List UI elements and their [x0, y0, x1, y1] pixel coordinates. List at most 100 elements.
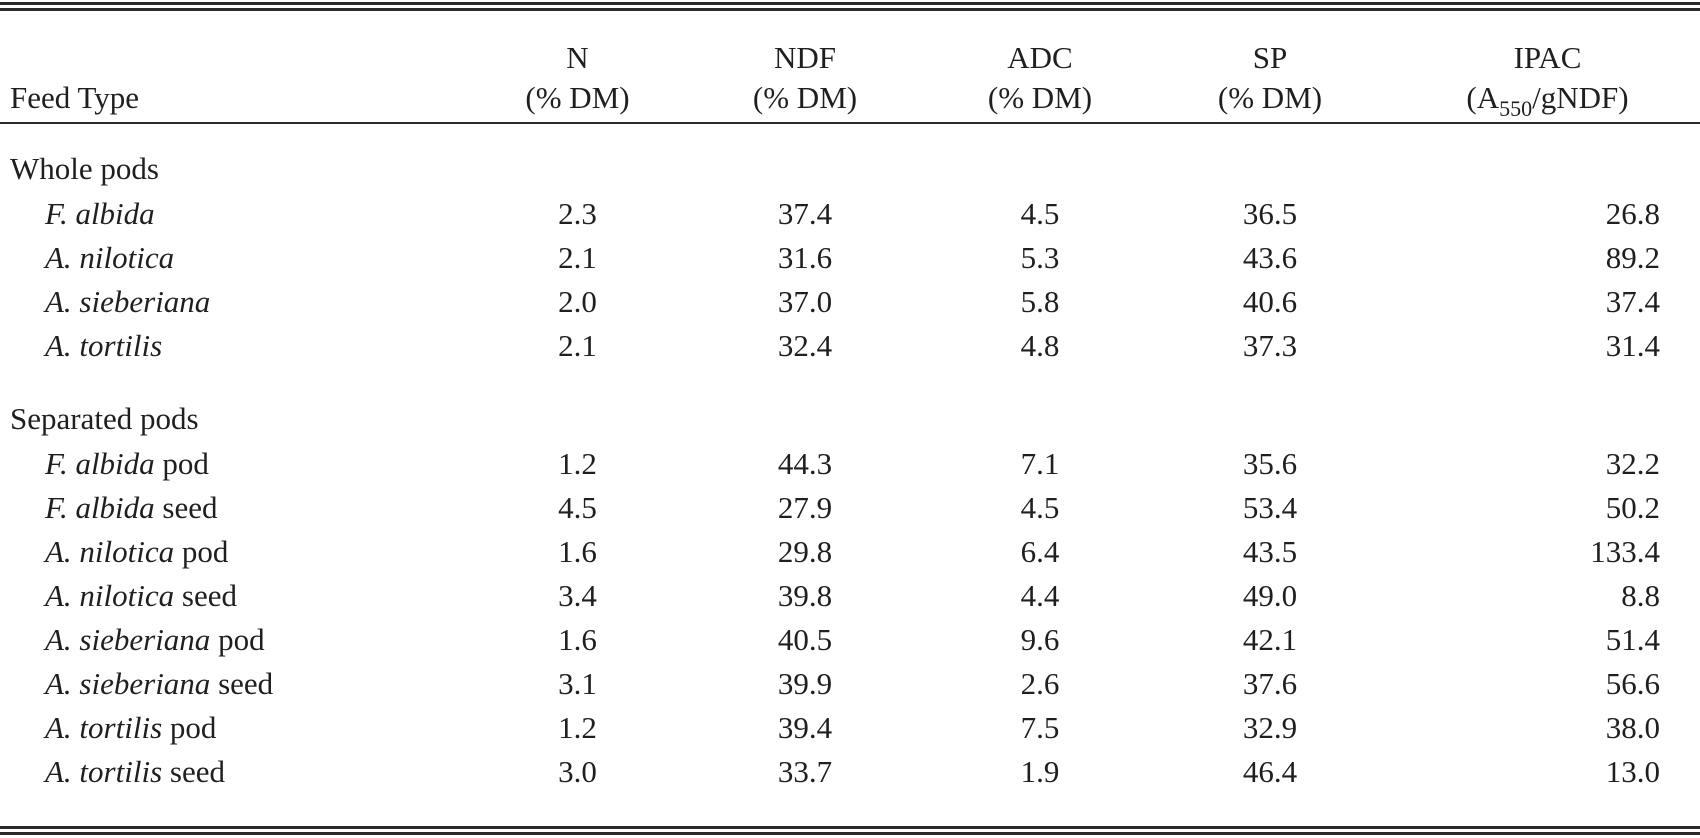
species-name: A. tortilis — [45, 754, 163, 789]
plant-part: pod — [174, 534, 229, 569]
sp-value-cell: 32.9 — [1242, 710, 1298, 745]
group-label: Separated pods — [10, 401, 199, 436]
header-n-unit: (% DM) — [525, 80, 630, 115]
ipac-value-cell: 50.2 — [1605, 490, 1660, 525]
adc-value-cell: 7.5 — [1020, 710, 1060, 745]
sp-value-cell: 49.0 — [1242, 578, 1298, 613]
n-value-cell: 2.1 — [558, 328, 597, 363]
species-name: A. sieberiana — [45, 622, 211, 657]
ipac-value-cell: 26.8 — [1605, 196, 1660, 231]
plant-part: pod — [154, 446, 209, 481]
sp-value-cell: 43.5 — [1242, 534, 1298, 569]
header-n-name: N — [566, 40, 589, 75]
adc-value-cell: 6.4 — [1020, 534, 1060, 569]
table-row: A. nilotica seed 3.4 39.8 4.4 49.0 8.8 — [0, 574, 1700, 618]
adc-value-cell: 5.8 — [1020, 284, 1060, 319]
feed-type-cell: A. tortilis — [0, 324, 480, 368]
sp-value-cell: 46.4 — [1242, 754, 1298, 789]
header-ndf-unit: (% DM) — [752, 80, 858, 115]
adc-value-cell: 4.5 — [1020, 196, 1060, 231]
table-row: F. albida seed 4.5 27.9 4.5 53.4 50.2 — [0, 486, 1700, 530]
header-ipac-unit-pre: (A — [1466, 80, 1500, 115]
feed-type-cell: A. nilotica — [0, 236, 480, 280]
ipac-value-cell: 31.4 — [1605, 328, 1660, 363]
header-sp: SP (% DM) — [1145, 0, 1395, 138]
n-value-cell: 1.2 — [558, 710, 597, 745]
n-value-cell: 2.3 — [558, 196, 597, 231]
sp-value-cell: 36.5 — [1242, 196, 1298, 231]
header-divider-rule — [0, 122, 1700, 124]
table-bottom-rule-inner — [0, 826, 1700, 829]
sp-value-cell: 37.3 — [1242, 328, 1298, 363]
sp-value-cell: 37.6 — [1242, 666, 1298, 701]
ndf-value-cell: 37.4 — [777, 196, 833, 231]
ndf-value-cell: 27.9 — [777, 490, 833, 525]
adc-value-cell: 9.6 — [1020, 622, 1060, 657]
sp-value-cell: 53.4 — [1242, 490, 1298, 525]
ipac-value-cell: 13.0 — [1605, 754, 1660, 789]
feed-composition-table: Feed Type N (% DM) NDF (% DM) ADC (% DM)… — [0, 0, 1700, 794]
header-sp-unit: (% DM) — [1217, 80, 1323, 115]
table-row: A. nilotica pod 1.6 29.8 6.4 43.5 133.4 — [0, 530, 1700, 574]
species-name: A. tortilis — [45, 328, 163, 363]
header-feed-type: Feed Type — [0, 0, 480, 138]
header-ipac-unit-subscript: 550 — [1499, 96, 1533, 121]
feed-type-cell: A. sieberiana pod — [0, 618, 480, 662]
species-name: A. nilotica — [45, 534, 175, 569]
adc-value-cell: 4.8 — [1020, 328, 1060, 363]
plant-part: seed — [162, 754, 225, 789]
n-value-cell: 1.6 — [558, 534, 597, 569]
ndf-value-cell: 39.4 — [777, 710, 833, 745]
sp-value-cell: 40.6 — [1242, 284, 1298, 319]
ipac-value-cell: 56.6 — [1605, 666, 1660, 701]
plant-part: seed — [174, 578, 237, 613]
header-ipac-unit-post: /gNDF) — [1532, 80, 1629, 115]
n-value-cell: 2.0 — [558, 284, 597, 319]
n-value-cell: 4.5 — [558, 490, 597, 525]
table-row: F. albida 2.3 37.4 4.5 36.5 26.8 — [0, 192, 1700, 236]
ndf-value-cell: 29.8 — [777, 534, 833, 569]
feed-type-cell: A. sieberiana — [0, 280, 480, 324]
species-name: F. albida — [45, 446, 155, 481]
header-adc-name: ADC — [1007, 40, 1073, 75]
group-header-row: Separated pods — [0, 396, 1700, 442]
table-row: A. nilotica 2.1 31.6 5.3 43.6 89.2 — [0, 236, 1700, 280]
table-top-rule-inner — [0, 8, 1700, 11]
adc-value-cell: 4.4 — [1020, 578, 1060, 613]
plant-part: seed — [154, 490, 218, 525]
header-row: Feed Type N (% DM) NDF (% DM) ADC (% DM)… — [0, 0, 1700, 138]
table-row: A. tortilis pod 1.2 39.4 7.5 32.9 38.0 — [0, 706, 1700, 750]
spacer-row — [0, 138, 1700, 146]
plant-part: seed — [210, 666, 274, 701]
header-ipac-unit: (A550/gNDF) — [1395, 78, 1700, 121]
n-value-cell: 2.1 — [558, 240, 597, 275]
ipac-value-cell: 89.2 — [1605, 240, 1660, 275]
header-ipac-name: IPAC — [1513, 40, 1582, 75]
group-gap-row — [0, 368, 1700, 396]
header-adc: ADC (% DM) — [935, 0, 1145, 138]
species-name: A. sieberiana — [45, 666, 211, 701]
n-value-cell: 3.0 — [558, 754, 597, 789]
feed-type-cell: A. tortilis seed — [0, 750, 480, 794]
table-top-rule — [0, 2, 1700, 5]
table-row: A. tortilis 2.1 32.4 4.8 37.3 31.4 — [0, 324, 1700, 368]
feed-type-cell: F. albida seed — [0, 486, 480, 530]
species-name: A. sieberiana — [45, 284, 211, 319]
ipac-value-cell: 38.0 — [1605, 710, 1660, 745]
species-name: F. albida — [45, 490, 155, 525]
sp-value-cell: 35.6 — [1242, 446, 1298, 481]
header-adc-unit: (% DM) — [987, 80, 1093, 115]
feed-type-cell: F. albida — [0, 192, 480, 236]
header-ndf-name: NDF — [773, 40, 836, 75]
species-name: F. albida — [45, 196, 155, 231]
feed-type-cell: A. tortilis pod — [0, 706, 480, 750]
ipac-value-cell: 32.2 — [1605, 446, 1660, 481]
group-label: Whole pods — [10, 151, 159, 186]
n-value-cell: 1.2 — [558, 446, 597, 481]
table-row: A. sieberiana pod 1.6 40.5 9.6 42.1 51.4 — [0, 618, 1700, 662]
species-name: A. tortilis — [45, 710, 163, 745]
table-row: A. sieberiana seed 3.1 39.9 2.6 37.6 56.6 — [0, 662, 1700, 706]
n-value-cell: 1.6 — [558, 622, 597, 657]
sp-value-cell: 42.1 — [1242, 622, 1298, 657]
adc-value-cell: 4.5 — [1020, 490, 1060, 525]
